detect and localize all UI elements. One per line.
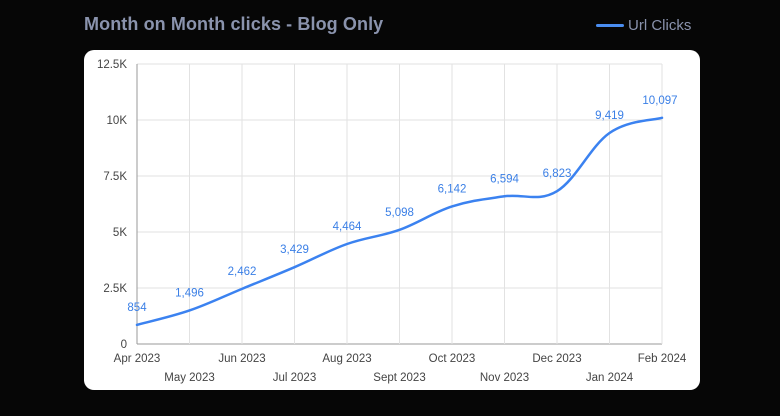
legend-line-swatch [596,24,624,27]
data-label: 6,142 [438,183,467,195]
y-tick-label: 12.5K [97,59,127,71]
data-label: 6,594 [490,173,519,185]
data-label: 10,097 [642,95,677,107]
x-tick-label: Aug 2023 [322,353,371,365]
x-tick-label: Apr 2023 [114,353,161,365]
data-label: 5,098 [385,207,414,219]
x-tick-label: Jan 2024 [586,372,634,384]
data-label: 2,462 [228,266,257,278]
x-tick-label: Oct 2023 [429,353,476,365]
y-tick-label: 2.5K [103,283,127,295]
data-label: 1,496 [175,287,204,299]
y-tick-label: 7.5K [103,171,127,183]
series-line-url-clicks [135,116,664,327]
y-tick-label: 0 [121,339,127,351]
chart-title: Month on Month clicks - Blog Only [84,14,384,34]
x-tick-label: Nov 2023 [480,372,529,384]
data-label: 854 [127,302,147,314]
legend: Url Clicks [596,17,691,34]
x-tick-label: Feb 2024 [638,353,687,365]
x-tick-label: Jul 2023 [273,372,316,384]
chart-card [84,50,700,390]
x-tick-label: Sept 2023 [373,372,425,384]
legend-label: Url Clicks [628,17,692,34]
x-tick-label: May 2023 [164,372,215,384]
x-tick-label: Dec 2023 [532,353,581,365]
data-label: 3,429 [280,244,309,256]
y-tick-label: 5K [113,227,127,239]
data-label: 4,464 [333,221,362,233]
data-label: 9,419 [595,110,624,122]
y-tick-label: 10K [107,115,128,127]
data-label: 6,823 [543,168,572,180]
x-tick-label: Jun 2023 [218,353,265,365]
